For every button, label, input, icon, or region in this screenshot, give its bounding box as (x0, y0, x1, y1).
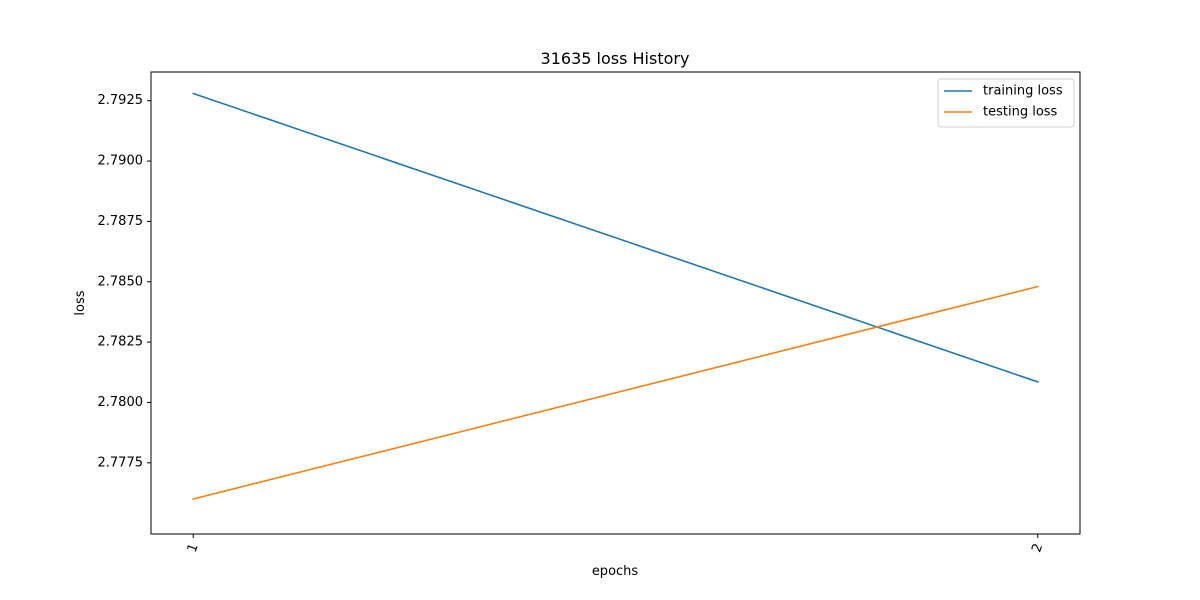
x-tick-label: 2 (1029, 542, 1046, 555)
legend: training loss testing loss (937, 78, 1075, 128)
series-layer (192, 92, 1039, 500)
y-tick-label: 2.7850 (98, 274, 144, 289)
y-tick-label: 2.7800 (98, 395, 144, 410)
y-tick-label: 2.7900 (98, 154, 144, 169)
chart-title: 31635 loss History (541, 49, 690, 68)
series-line-1 (192, 285, 1039, 500)
y-axis-ticks: 2.7775 2.7800 2.7825 2.7850 2.7875 2.7900 2.79… (98, 93, 151, 470)
y-tick-label: 2.7825 (98, 335, 144, 350)
x-axis-label: epochs (592, 564, 639, 579)
y-tick-label: 2.7775 (98, 455, 144, 470)
legend-label-0: training loss (983, 84, 1063, 99)
series-line-0 (192, 92, 1039, 383)
y-tick-label: 2.7875 (98, 214, 144, 229)
x-tick-label: 1 (185, 542, 202, 555)
plot-frame (150, 71, 1081, 535)
plot-area (150, 71, 1081, 535)
y-tick-label: 2.7925 (98, 93, 144, 108)
y-axis-label: loss (73, 290, 88, 315)
legend-label-1: testing loss (983, 105, 1058, 120)
